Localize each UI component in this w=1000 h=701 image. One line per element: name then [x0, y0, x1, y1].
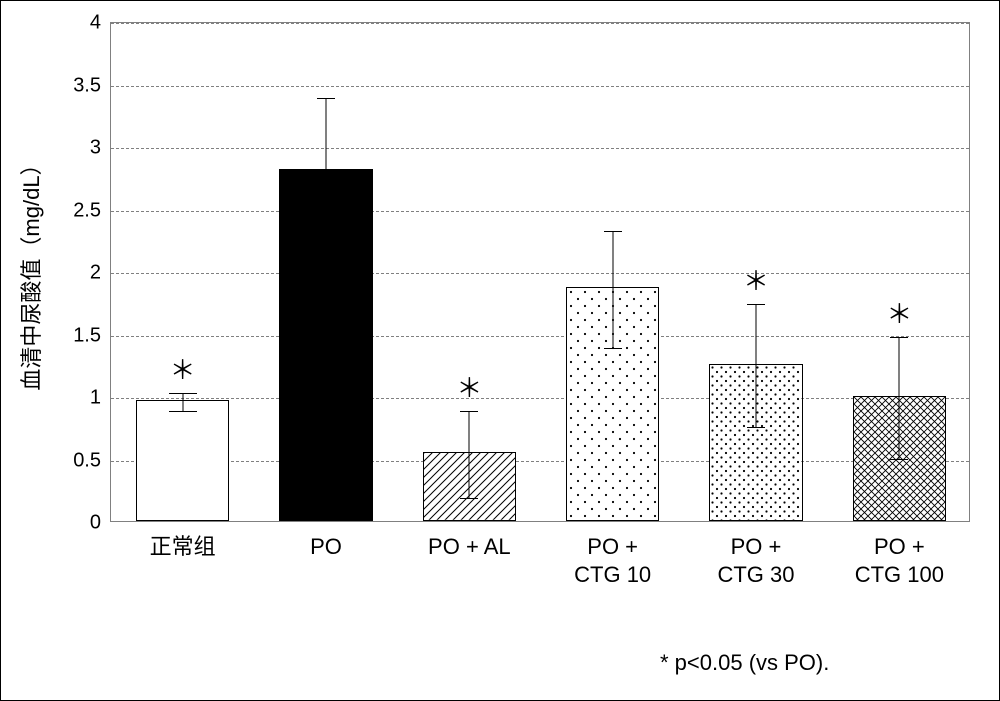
bar	[136, 400, 229, 521]
error-bar	[756, 304, 757, 427]
x-tick-label: 正常组	[150, 521, 216, 561]
y-tick-label: 3.5	[73, 74, 111, 97]
y-axis-label: 血清中尿酸值（mg/dL）	[14, 153, 46, 390]
error-cap	[169, 411, 197, 412]
gridline	[111, 273, 969, 274]
error-bar	[899, 337, 900, 460]
x-tick-label: PO + CTG 30	[717, 521, 794, 588]
error-cap	[604, 348, 622, 349]
x-tick-label: PO + CTG 10	[574, 521, 651, 588]
bar	[279, 169, 372, 522]
error-cap	[460, 411, 478, 412]
y-tick-label: 4	[90, 12, 111, 35]
gridline	[111, 23, 969, 24]
y-tick-label: 1	[90, 387, 111, 410]
x-tick-label: PO + CTG 100	[855, 521, 944, 588]
x-tick-label: PO	[310, 521, 342, 561]
y-tick-label: 0	[90, 512, 111, 535]
gridline	[111, 398, 969, 399]
gridline	[111, 86, 969, 87]
error-bar	[326, 98, 327, 171]
error-bar	[469, 411, 470, 499]
x-tick-label: PO + AL	[428, 521, 511, 561]
error-cap	[890, 337, 908, 338]
figure-frame: 血清中尿酸值（mg/dL）	[0, 0, 1000, 701]
error-cap	[604, 231, 622, 232]
error-cap	[317, 98, 335, 99]
y-tick-label: 2	[90, 262, 111, 285]
significance-marker: ＊	[886, 294, 912, 331]
y-tick-label: 2.5	[73, 199, 111, 222]
error-cap	[169, 393, 197, 394]
significance-footnote: * p<0.05 (vs PO).	[660, 650, 829, 676]
error-cap	[747, 427, 765, 428]
y-tick-label: 0.5	[73, 449, 111, 472]
significance-marker: ＊	[456, 368, 482, 405]
gridline	[111, 211, 969, 212]
gridline	[111, 148, 969, 149]
plot-area: 00.511.522.533.54＊正常组PO＊PO + ALPO + CTG …	[110, 22, 970, 522]
error-cap	[747, 304, 765, 305]
significance-marker: ＊	[743, 261, 769, 298]
error-bar	[612, 231, 613, 349]
gridline	[111, 336, 969, 337]
y-tick-label: 3	[90, 137, 111, 160]
error-bar	[182, 393, 183, 411]
error-cap	[890, 459, 908, 460]
y-tick-label: 1.5	[73, 324, 111, 347]
error-cap	[460, 498, 478, 499]
significance-marker: ＊	[170, 350, 196, 387]
gridline	[111, 461, 969, 462]
